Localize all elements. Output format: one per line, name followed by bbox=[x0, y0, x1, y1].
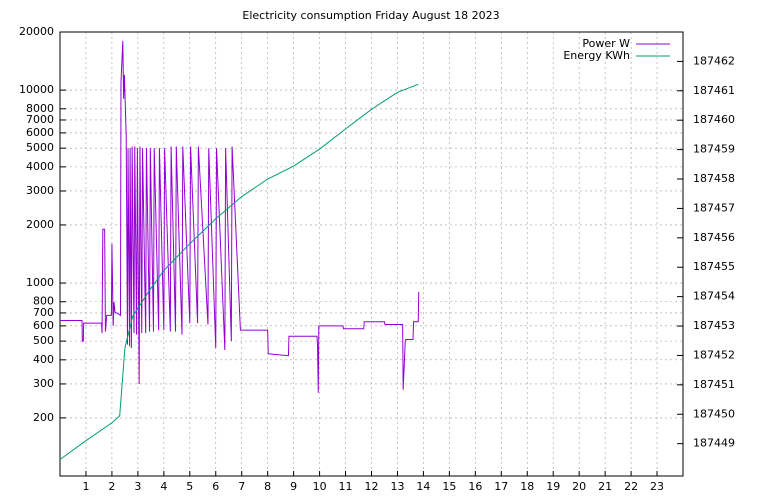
x-tick-label: 4 bbox=[160, 480, 167, 493]
x-tick-label: 23 bbox=[650, 480, 664, 493]
y2-tick-label: 187451 bbox=[693, 378, 735, 391]
series-line bbox=[59, 83, 419, 460]
y2-tick-label: 187461 bbox=[693, 84, 735, 97]
y-tick-label: 10000 bbox=[19, 83, 54, 96]
y-tick-label: 700 bbox=[33, 306, 54, 319]
y-tick-label: 8000 bbox=[26, 102, 54, 115]
x-tick-label: 3 bbox=[134, 480, 141, 493]
x-tick-label: 20 bbox=[572, 480, 586, 493]
x-tick-label: 2 bbox=[108, 480, 115, 493]
x-tick-label: 15 bbox=[442, 480, 456, 493]
x-tick-label: 11 bbox=[339, 480, 353, 493]
x-tick-label: 10 bbox=[313, 480, 327, 493]
series-line bbox=[60, 40, 420, 393]
y-tick-label: 7000 bbox=[26, 113, 54, 126]
legend-label: Power W bbox=[582, 37, 630, 50]
y2-tick-label: 187450 bbox=[693, 407, 735, 420]
y2-tick-label: 187453 bbox=[693, 319, 735, 332]
x-tick-label: 18 bbox=[520, 480, 534, 493]
x-tick-label: 1 bbox=[82, 480, 89, 493]
y2-tick-label: 187449 bbox=[693, 437, 735, 450]
y-tick-label: 6000 bbox=[26, 126, 54, 139]
y-tick-label: 3000 bbox=[26, 184, 54, 197]
legend-label: Energy KWh bbox=[563, 49, 630, 62]
x-tick-label: 12 bbox=[365, 480, 379, 493]
y2-tick-label: 187458 bbox=[693, 172, 735, 185]
x-tick-label: 8 bbox=[264, 480, 271, 493]
x-tick-label: 21 bbox=[598, 480, 612, 493]
y-tick-label: 400 bbox=[33, 353, 54, 366]
y2-tick-label: 187457 bbox=[693, 201, 735, 214]
y2-tick-label: 187454 bbox=[693, 290, 735, 303]
chart-title: Electricity consumption Friday August 18… bbox=[242, 9, 499, 22]
x-tick-label: 17 bbox=[494, 480, 508, 493]
y2-tick-label: 187455 bbox=[693, 260, 735, 273]
y-tick-label: 5000 bbox=[26, 141, 54, 154]
y-tick-label: 500 bbox=[33, 334, 54, 347]
x-tick-label: 19 bbox=[546, 480, 560, 493]
x-tick-label: 9 bbox=[290, 480, 297, 493]
x-tick-label: 6 bbox=[212, 480, 219, 493]
x-tick-label: 14 bbox=[416, 480, 430, 493]
y2-tick-label: 187460 bbox=[693, 113, 735, 126]
y-tick-label: 20000 bbox=[19, 25, 54, 38]
y-tick-label: 2000 bbox=[26, 218, 54, 231]
y-tick-label: 600 bbox=[33, 319, 54, 332]
y-tick-label: 1000 bbox=[26, 276, 54, 289]
y2-tick-label: 187459 bbox=[693, 143, 735, 156]
y-tick-label: 200 bbox=[33, 411, 54, 424]
y2-tick-label: 187462 bbox=[693, 54, 735, 67]
plot-border bbox=[59, 31, 684, 477]
x-tick-label: 5 bbox=[186, 480, 193, 493]
x-tick-label: 16 bbox=[468, 480, 482, 493]
x-tick-label: 13 bbox=[390, 480, 404, 493]
y-tick-label: 300 bbox=[33, 377, 54, 390]
x-tick-label: 22 bbox=[624, 480, 638, 493]
y2-tick-label: 187452 bbox=[693, 348, 735, 361]
y-tick-label: 4000 bbox=[26, 160, 54, 173]
y2-tick-label: 187456 bbox=[693, 231, 735, 244]
x-tick-label: 7 bbox=[238, 480, 245, 493]
y-tick-label: 800 bbox=[33, 295, 54, 308]
